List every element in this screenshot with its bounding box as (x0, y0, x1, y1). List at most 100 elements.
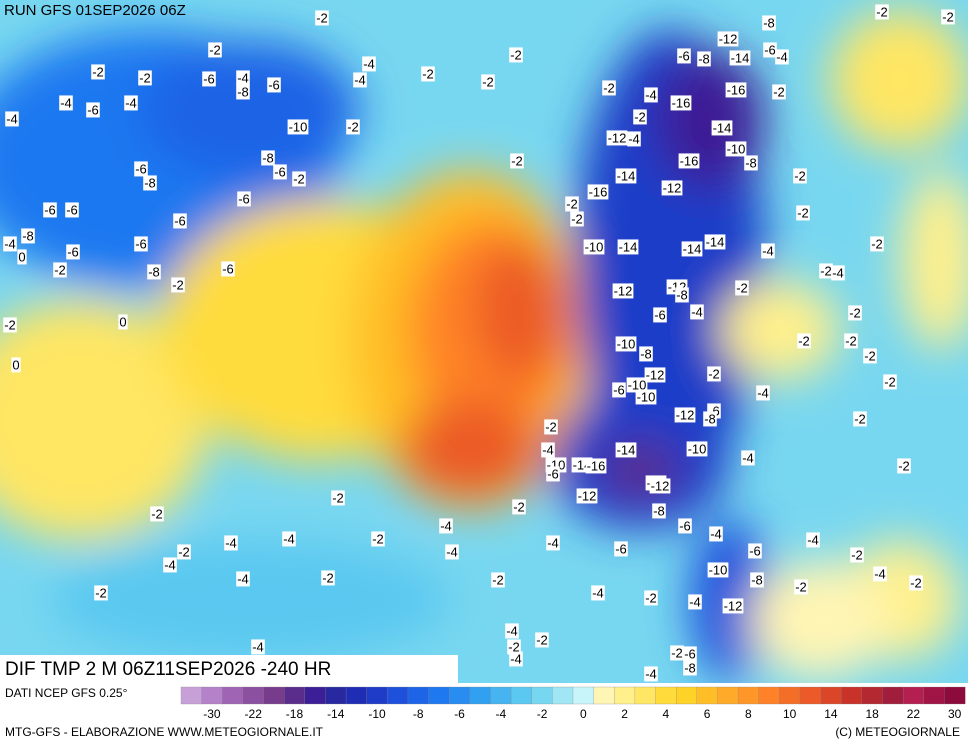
contour-label: -4 (807, 532, 819, 547)
contour-label-box (688, 594, 702, 610)
contour-label: -4 (354, 72, 366, 87)
contour-label: -2 (571, 211, 583, 226)
contour-label: -12 (663, 180, 682, 195)
legend-swatch (676, 686, 698, 705)
contour-label: -10 (709, 562, 728, 577)
contour-label: -4 (691, 304, 703, 319)
contour-label-box (565, 196, 579, 212)
contour-label: -10 (688, 441, 707, 456)
contour-label: -2 (422, 66, 434, 81)
contour-label-box (208, 42, 222, 58)
contour-label: -12 (614, 283, 633, 298)
legend-tick-label: 6 (704, 707, 711, 721)
contour-label-box (617, 239, 639, 255)
legend-tick-label: -8 (413, 707, 424, 721)
legend-swatch (758, 686, 780, 705)
contour-label: -2 (849, 305, 861, 320)
contour-label: -2 (942, 9, 954, 24)
contour-labels: -2 -8-2 -2-2-12-2 -6-6 -8 -14 -4-2 -2 -6 -4 -6-8-4… (3, 4, 955, 682)
contour-label-box (17, 249, 27, 265)
contour-label: -8 (262, 150, 274, 165)
legend-swatch (284, 686, 306, 705)
contour-label: -6 (268, 77, 280, 92)
contour-label: -12 (646, 367, 665, 382)
contour-label-box (806, 532, 820, 548)
contour-label-box (711, 120, 733, 136)
contour-label: -2 (864, 348, 876, 363)
contour-label-box (848, 305, 862, 321)
contour-label: -16 (672, 95, 691, 110)
contour-label-box (439, 518, 453, 534)
contour-label: -8 (751, 572, 763, 587)
contour-label: -2 (634, 109, 646, 124)
contour-label-box (321, 570, 335, 586)
contour-label: -10 (637, 389, 656, 404)
contour-label: -2 (798, 333, 810, 348)
contour-label-box (585, 458, 607, 474)
contour-label-box (171, 277, 185, 293)
contour-label: -2 (536, 632, 548, 647)
contour-label: -2 (795, 579, 807, 594)
contour-label-box (5, 111, 19, 127)
contour-label: -8 (704, 411, 716, 426)
contour-label-box (690, 304, 704, 320)
contour-label-box (251, 639, 265, 655)
contour-label-box (709, 526, 723, 542)
contour-label: -10 (628, 377, 647, 392)
legend-tick-label: 14 (824, 707, 838, 721)
contour-label-box (510, 153, 524, 169)
contour-label: -2 (820, 263, 832, 278)
contour-label: -8 (22, 228, 34, 243)
contour-label: -8 (640, 346, 652, 361)
contour-label-box (507, 639, 521, 655)
contour-label: -2 (708, 366, 720, 381)
contour-label-box (675, 287, 689, 303)
legend-tick-label: -30 (203, 707, 221, 721)
legend-tick-label: -18 (286, 707, 304, 721)
contour-label-box (678, 518, 692, 534)
contour-label: -8 (653, 503, 665, 518)
contour-label: -2 (566, 196, 578, 211)
contour-label-box (150, 506, 164, 522)
legend-swatch (222, 686, 244, 705)
contour-label: -2 (332, 490, 344, 505)
contour-label-box (236, 70, 250, 86)
legend-swatch (861, 686, 883, 705)
legend-tick-label: -2 (537, 707, 548, 721)
contour-label: -4 (237, 571, 249, 586)
contour-label-box (546, 466, 560, 482)
contour-label: -16 (680, 153, 699, 168)
contour-label-box (587, 184, 609, 200)
legend-swatch (593, 686, 615, 705)
contour-label: -2 (603, 80, 615, 95)
contour-label-box (626, 377, 648, 393)
contour-label-box (703, 411, 717, 427)
contour-label: -14 (617, 168, 636, 183)
contour-label: -6 (44, 202, 56, 217)
contour-label: -4 (689, 594, 701, 609)
contour-label-box (722, 598, 744, 614)
legend-tick-label: -10 (368, 707, 386, 721)
contour-label: -14 (706, 234, 725, 249)
contour-label-box (546, 535, 560, 551)
contour-label: -12 (676, 407, 695, 422)
contour-label-box (331, 490, 345, 506)
contour-label: -2 (95, 585, 107, 600)
contour-label-box (681, 241, 703, 257)
contour-label: -12 (724, 598, 743, 613)
contour-label: -4 (6, 111, 18, 126)
contour-label: -2 (510, 47, 522, 62)
contour-label-box (615, 442, 637, 458)
contour-label-box (873, 566, 887, 582)
contour-label-box (505, 623, 519, 639)
contour-label: -14 (619, 239, 638, 254)
contour-label-box (124, 95, 138, 111)
legend-swatch (882, 686, 904, 705)
legend-tick-label: -6 (454, 707, 465, 721)
contour-label-box (875, 4, 889, 20)
legend-swatch (366, 686, 388, 705)
contour-label-box (725, 82, 747, 98)
contour-label: -2 (884, 374, 896, 389)
legend-tick-label: -22 (245, 707, 263, 721)
contour-label: -2 (54, 262, 66, 277)
